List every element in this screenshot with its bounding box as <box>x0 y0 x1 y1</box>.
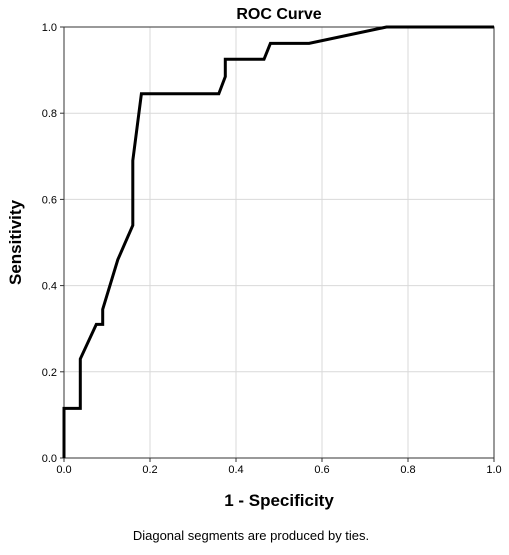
chart-title: ROC Curve <box>236 6 321 23</box>
x-tick-label: 1.0 <box>486 464 501 476</box>
x-tick-label: 0.0 <box>56 464 71 476</box>
series-layer <box>62 25 494 458</box>
x-tick-label: 0.4 <box>228 464 243 476</box>
x-axis-label: 1 - Specificity <box>224 491 334 510</box>
chart-footnote: Diagonal segments are produced by ties. <box>133 528 369 543</box>
y-tick-label: 0.2 <box>42 367 57 379</box>
y-axis-label: Sensitivity <box>6 199 25 285</box>
x-tick-label: 0.8 <box>400 464 415 476</box>
y-tick-label: 0.0 <box>42 453 57 465</box>
x-tick-label: 0.2 <box>142 464 157 476</box>
roc-curve-line <box>62 25 494 458</box>
y-tick-label: 0.6 <box>42 194 57 206</box>
y-tick-label: 0.8 <box>42 108 57 120</box>
y-tick-label: 0.4 <box>42 281 57 293</box>
plot-frame <box>63 26 495 459</box>
tick-layer: 0.0 0.2 0.4 0.6 0.8 1.0 0.0 0.2 0.4 0.6 0.8 1.0 <box>42 22 502 476</box>
x-tick-label: 0.6 <box>314 464 329 476</box>
grid-layer <box>64 27 494 458</box>
y-tick-label: 1.0 <box>42 22 57 34</box>
